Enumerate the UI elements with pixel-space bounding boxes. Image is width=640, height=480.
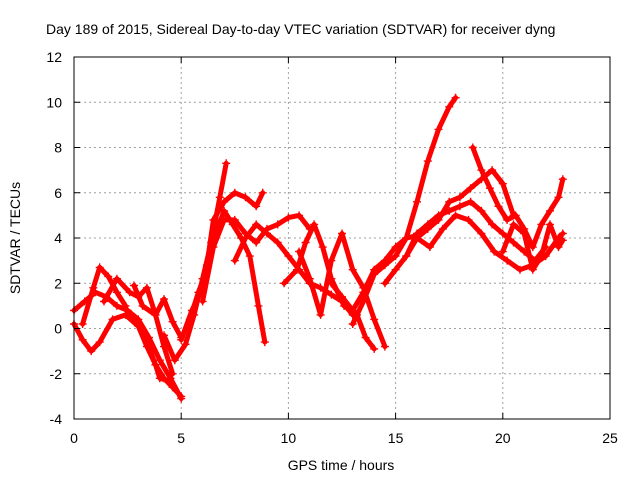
y-tick-label: -2 — [50, 366, 63, 382]
x-tick-label: 5 — [177, 430, 185, 446]
data-series — [70, 93, 567, 403]
series-trace — [403, 199, 549, 264]
data-point-markers — [125, 310, 173, 385]
series-20 — [498, 220, 567, 274]
data-point-markers — [498, 220, 567, 274]
grid-lines — [74, 57, 610, 419]
data-point-markers — [78, 263, 130, 328]
y-tick-label: -4 — [50, 411, 63, 427]
x-tick-label: 20 — [495, 430, 511, 446]
data-point-markers — [468, 143, 567, 252]
series-15 — [348, 93, 460, 328]
series-trace — [500, 221, 566, 273]
series-trace — [470, 145, 566, 250]
y-tick-label: 4 — [54, 230, 62, 246]
series-3 — [78, 263, 130, 328]
x-tick-label: 25 — [602, 430, 618, 446]
y-tick-label: 0 — [54, 321, 62, 337]
y-axis-label: SDTVAR / TECUs — [7, 182, 23, 294]
series-trace — [232, 221, 356, 318]
data-point-markers — [348, 93, 460, 328]
data-point-markers — [198, 211, 314, 306]
y-tick-label: 8 — [54, 140, 62, 156]
chart-title: Day 189 of 2015, Sidereal Day-to-day VTE… — [46, 21, 555, 37]
series-6 — [125, 310, 173, 385]
series-13 — [295, 229, 389, 351]
x-axis-label: GPS time / hours — [288, 457, 395, 473]
data-point-markers — [295, 229, 389, 351]
axis-ticks — [73, 56, 611, 420]
series-trace — [131, 283, 184, 341]
series-trace — [296, 231, 388, 350]
series-10 — [198, 211, 314, 306]
x-tick-label: 10 — [281, 430, 297, 446]
series-trace — [101, 276, 176, 377]
data-point-markers — [413, 211, 567, 274]
y-tick-label: 10 — [46, 94, 62, 110]
series-19 — [468, 143, 567, 252]
y-tick-label: 6 — [54, 185, 62, 201]
series-trace — [350, 95, 459, 327]
x-tick-label: 15 — [388, 430, 404, 446]
y-tick-label: 2 — [54, 275, 62, 291]
y-tick-label: 12 — [46, 49, 62, 65]
series-7 — [160, 159, 231, 365]
x-tick-label: 0 — [70, 430, 78, 446]
series-trace — [80, 264, 128, 327]
y-tick-labels: -4 -2 0 2 4 6 8 10 12 — [46, 49, 62, 427]
series-18 — [413, 211, 567, 274]
x-tick-labels: 0 5 10 15 20 25 — [70, 430, 618, 446]
